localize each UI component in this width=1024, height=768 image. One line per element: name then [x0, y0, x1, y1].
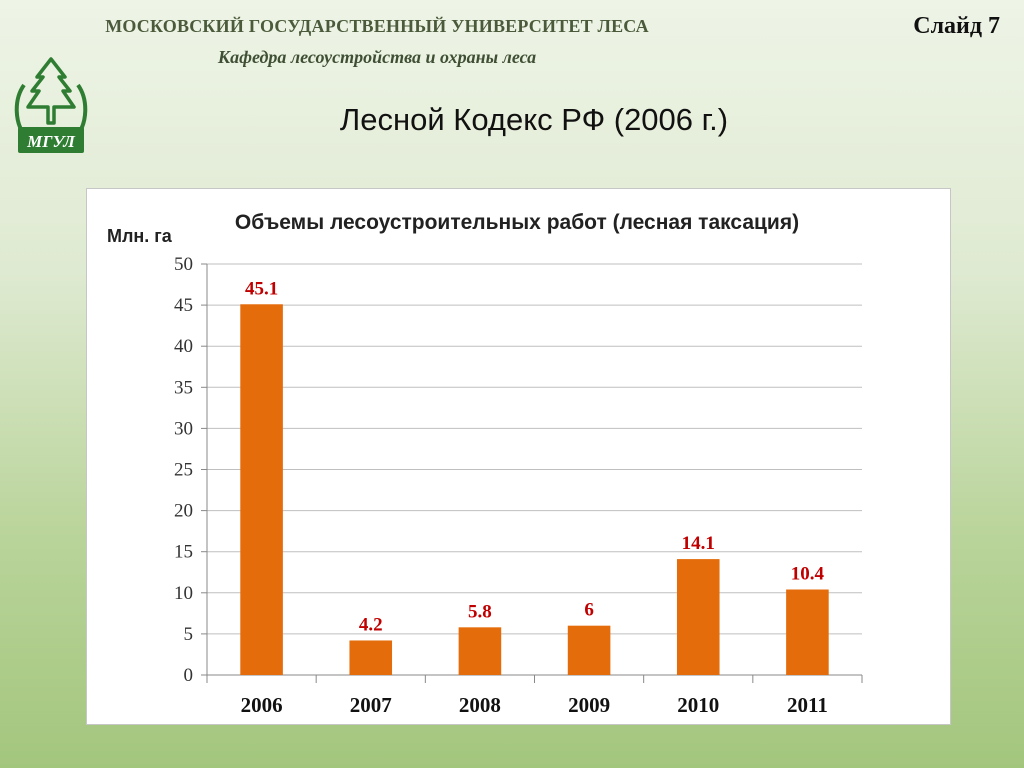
- y-tick-label: 25: [174, 460, 193, 481]
- y-tick-label: 30: [174, 418, 193, 439]
- bar-2009: [567, 625, 611, 675]
- y-axis-label: Млн. га: [107, 226, 173, 246]
- x-tick-label-2007: 2007: [350, 693, 392, 717]
- x-tick-label-2006: 2006: [241, 693, 283, 717]
- x-tick-label-2008: 2008: [459, 693, 501, 717]
- bar-chart: Объемы лесоустроительных работ (лесная т…: [107, 211, 863, 717]
- x-tick-label-2011: 2011: [787, 693, 828, 717]
- department-name: Кафедра лесоустройства и охраны леса: [217, 47, 537, 67]
- y-tick-label: 20: [174, 501, 193, 522]
- data-label-2010: 14.1: [682, 533, 715, 554]
- university-name: МОСКОВСКИЙ ГОСУДАРСТВЕННЫЙ УНИВЕРСИТЕТ Л…: [105, 16, 649, 36]
- bar-2011: [786, 589, 829, 675]
- y-tick-label: 15: [174, 542, 193, 563]
- data-label-2009: 6: [584, 600, 594, 621]
- bar-2007: [349, 640, 393, 675]
- logo-text: МГУЛ: [26, 132, 76, 151]
- y-tick-label: 10: [174, 583, 193, 604]
- data-label-2008: 5.8: [468, 601, 492, 622]
- data-label-2007: 4.2: [359, 614, 383, 635]
- bar-2008: [458, 627, 502, 675]
- x-tick-label-2010: 2010: [677, 693, 719, 717]
- slide-number: Слайд 7: [913, 13, 1000, 39]
- slide-title: Лесной Кодекс РФ (2006 г.): [339, 102, 729, 137]
- chart-panel: Объемы лесоустроительных работ (лесная т…: [86, 188, 951, 725]
- bar-2010: [676, 559, 720, 675]
- data-label-2006: 45.1: [245, 278, 278, 299]
- bar-2006: [240, 304, 283, 675]
- y-tick-label: 40: [174, 336, 193, 357]
- tree-logo-icon: МГУЛ: [14, 57, 88, 153]
- y-tick-label: 35: [174, 377, 193, 398]
- y-tick-label: 5: [184, 624, 194, 645]
- data-label-2011: 10.4: [791, 564, 825, 585]
- y-tick-label: 45: [174, 295, 193, 316]
- y-tick-label: 0: [184, 665, 194, 686]
- y-tick-label: 50: [174, 254, 193, 275]
- chart-title: Объемы лесоустроительных работ (лесная т…: [235, 211, 799, 234]
- x-tick-label-2009: 2009: [568, 693, 610, 717]
